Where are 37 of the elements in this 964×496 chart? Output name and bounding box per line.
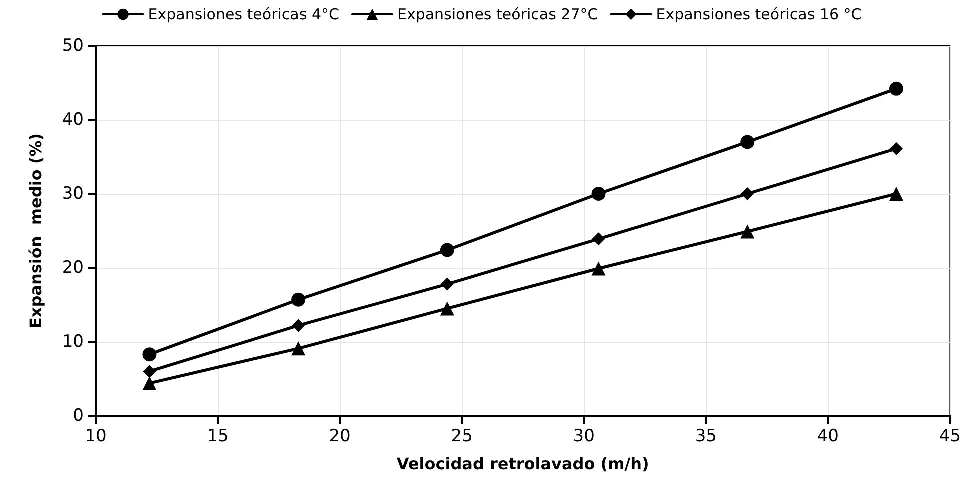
y-tick-label: 20 <box>62 258 84 278</box>
point <box>440 278 454 291</box>
point <box>889 187 904 201</box>
y-tick-label: 50 <box>62 36 84 56</box>
x-tick-label: 40 <box>817 426 839 446</box>
x-axis-title: Velocidad retrolavado (m/h) <box>396 454 650 474</box>
point <box>142 376 157 390</box>
legend-label: Expansiones teóricas 16 °C <box>656 6 862 24</box>
y-axis-title: Expansión medio (%) <box>26 133 46 329</box>
x-tick-label: 35 <box>695 426 717 446</box>
point <box>142 348 157 362</box>
point <box>292 292 306 307</box>
x-tick-label: 45 <box>939 426 962 446</box>
point <box>592 232 606 246</box>
x-tick-label: 15 <box>207 426 229 446</box>
x-tick-label: 25 <box>451 426 473 446</box>
point <box>890 142 903 156</box>
point <box>143 365 156 378</box>
point <box>292 319 306 332</box>
y-tick-label: 0 <box>73 406 84 426</box>
point <box>740 224 755 239</box>
point <box>592 262 606 276</box>
y-tick-label: 30 <box>62 184 84 204</box>
legend-label: Expansiones teóricas 4°C <box>148 6 340 24</box>
y-tick-label: 10 <box>62 332 84 352</box>
point <box>440 302 454 316</box>
x-tick-label: 20 <box>329 426 351 446</box>
point <box>740 135 755 150</box>
legend-label: Expansiones teóricas 27°C <box>397 6 598 24</box>
x-tick-label: 30 <box>573 426 595 446</box>
point <box>592 187 606 201</box>
x-tick-label: 10 <box>85 426 107 446</box>
point <box>440 243 454 258</box>
point <box>741 188 754 200</box>
y-tick-label: 40 <box>62 110 84 130</box>
point <box>890 82 904 96</box>
point <box>292 342 306 356</box>
